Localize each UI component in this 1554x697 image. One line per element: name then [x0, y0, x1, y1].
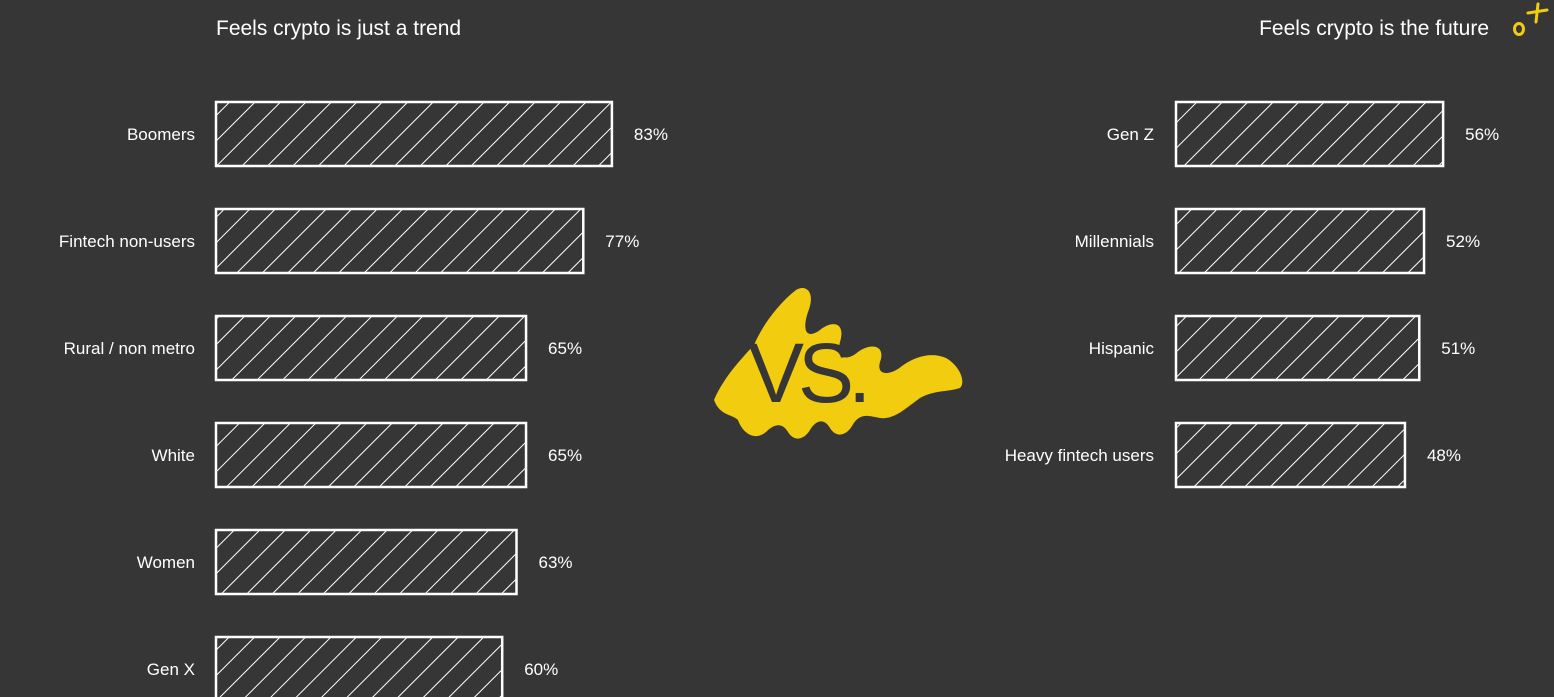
trend-category-label: Rural / non metro — [64, 339, 195, 358]
future-category-label: Heavy fintech users — [1005, 446, 1154, 465]
trend-category-label: Women — [137, 553, 195, 572]
trend-value-label: 83% — [634, 125, 668, 144]
vs-badge: VS. — [714, 288, 963, 439]
future-category-label: Millennials — [1075, 232, 1154, 251]
trend-bar — [214, 635, 504, 697]
future-value-label: 56% — [1465, 125, 1499, 144]
vs-badge-shape — [714, 288, 963, 439]
trend-value-label: 65% — [548, 339, 582, 358]
trend-bar — [214, 100, 614, 168]
future-category-label: Hispanic — [1089, 339, 1155, 358]
trend-bar — [214, 314, 528, 382]
future-bar — [1174, 421, 1407, 489]
trend-category-label: Boomers — [127, 125, 195, 144]
trend-bar — [214, 421, 528, 489]
future-bar — [1174, 314, 1421, 382]
trend-value-label: 77% — [605, 232, 639, 251]
future-value-label: 48% — [1427, 446, 1461, 465]
future-chart-title: Feels crypto is the future — [1259, 17, 1489, 40]
trend-bar — [214, 528, 518, 596]
future-chart: Feels crypto is the future Gen Z 56% Mille… — [1005, 2, 1549, 489]
future-bar — [1174, 100, 1445, 168]
trend-category-label: Gen X — [147, 660, 195, 679]
trend-value-label: 63% — [539, 553, 573, 572]
trend-category-label: White — [152, 446, 195, 465]
trend-value-label: 65% — [548, 446, 582, 465]
trend-chart: Feels crypto is just a trend Boomers 83% F… — [59, 17, 668, 697]
future-category-label: Gen Z — [1107, 125, 1154, 144]
future-value-label: 52% — [1446, 232, 1480, 251]
vs-label: VS. — [748, 326, 865, 420]
future-value-label: 51% — [1441, 339, 1475, 358]
trend-bar — [214, 207, 585, 275]
sparkle-icon — [1513, 2, 1549, 36]
trend-category-label: Fintech non-users — [59, 232, 195, 251]
future-bar — [1174, 207, 1426, 275]
trend-value-label: 60% — [524, 660, 558, 679]
trend-chart-title: Feels crypto is just a trend — [216, 17, 461, 40]
